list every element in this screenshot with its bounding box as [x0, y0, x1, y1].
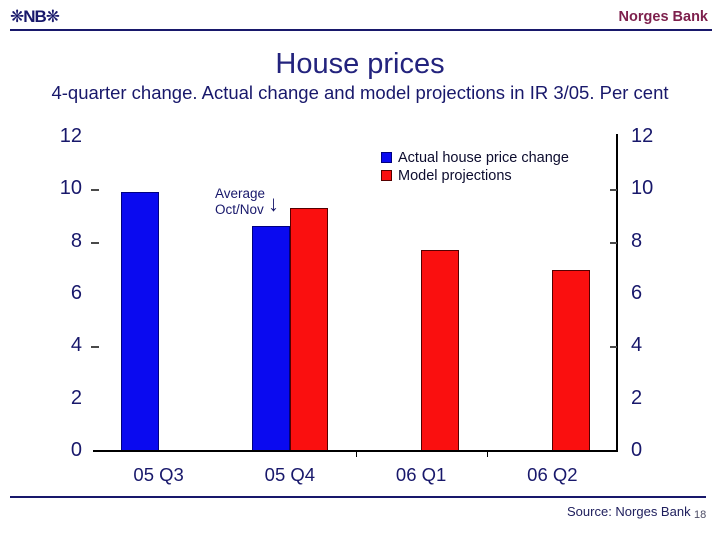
bank-name-text: Norges Bank: [618, 9, 708, 25]
x-axis-label-06-q1: 06 Q1: [395, 464, 447, 485]
y-axis-label-8: 8: [70, 229, 82, 252]
bar-actual-05-q4: [251, 226, 290, 451]
header-divider: [10, 29, 712, 31]
annotation-average-oct-nov: Average Oct/Nov ↓: [215, 186, 279, 218]
y-axis-label-6: 6: [70, 282, 82, 305]
axis-tick-10: [610, 189, 617, 192]
y-axis-label-2: 2: [70, 386, 82, 409]
right-axis-line: [616, 134, 618, 451]
bar-model-06-q2: [552, 270, 591, 451]
y-axis-label-4: 4: [631, 334, 643, 357]
annotation-text: Average Oct/Nov: [215, 186, 265, 218]
y-axis-label-2: 2: [631, 386, 643, 409]
bar-model-05-q4: [289, 208, 328, 451]
x-axis-label-06-q2: 06 Q2: [527, 464, 578, 485]
x-axis-boundary-tick: [355, 451, 357, 457]
legend-item-model: Model projections: [381, 167, 569, 184]
axis-tick-4: [91, 346, 99, 349]
legend-label-model: Model projections: [398, 167, 512, 184]
y-axis-label-4: 4: [70, 334, 82, 357]
y-axis-label-10: 10: [59, 177, 82, 200]
y-axis-label-0: 0: [70, 439, 82, 462]
legend-swatch-red: [381, 170, 392, 181]
page-number: 18: [694, 509, 707, 521]
y-axis-label-0: 0: [631, 439, 643, 462]
y-axis-label-10: 10: [631, 177, 654, 200]
x-axis-labels: 05 Q3 05 Q4 06 Q1 06 Q2: [93, 464, 618, 488]
down-arrow-icon: ↓: [268, 191, 280, 216]
page-subtitle: 4-quarter change. Actual change and mode…: [51, 82, 669, 103]
plot-area: [91, 134, 618, 457]
legend-swatch-blue: [381, 152, 392, 163]
x-axis-label-05-q3: 05 Q3: [133, 464, 184, 485]
annotation-line2: Oct/Nov: [215, 202, 264, 217]
norges-bank-logo: ❋NB❋: [10, 7, 60, 26]
x-axis-label-05-q4: 05 Q4: [264, 464, 316, 485]
y-axis-label-12: 12: [631, 125, 654, 148]
y-axis-right-labels: 0 2 4 6 8 10 12: [631, 125, 691, 461]
y-axis-label-8: 8: [631, 229, 643, 252]
y-axis-left-labels: 0 2 4 6 8 10 12: [0, 125, 82, 461]
chart-legend: Actual house price change Model projecti…: [381, 149, 569, 185]
y-axis-label-12: 12: [59, 125, 82, 148]
axis-tick-8: [610, 241, 617, 244]
bar-actual-05-q3: [120, 192, 159, 451]
axis-tick-10: [91, 189, 99, 192]
annotation-line1: Average: [215, 186, 266, 201]
bar-model-06-q1: [421, 250, 460, 451]
x-axis-boundary-tick: [486, 451, 489, 457]
legend-item-actual: Actual house price change: [381, 149, 569, 166]
axis-tick-8: [91, 241, 99, 244]
axis-tick-4: [610, 346, 617, 349]
source-text: Source: Norges Bank: [567, 504, 691, 519]
page-title: House prices: [275, 48, 445, 80]
y-axis-label-6: 6: [631, 282, 643, 305]
footer-divider: [10, 496, 706, 498]
legend-label-actual: Actual house price change: [398, 149, 569, 166]
